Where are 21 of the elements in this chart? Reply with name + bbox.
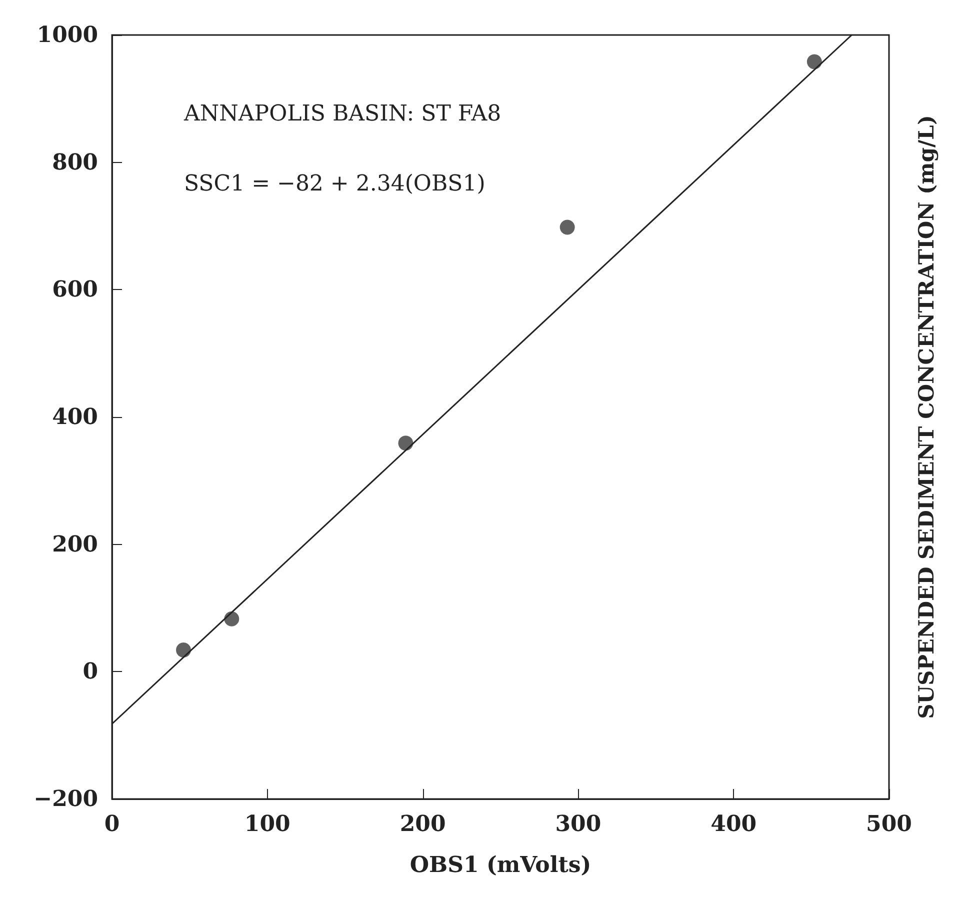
x-axis-title: OBS1 (mVolts) (410, 852, 592, 878)
x-tick-label: 300 (555, 811, 602, 837)
y-tick-label: 800 (52, 149, 98, 176)
x-tick-label: 200 (400, 811, 446, 837)
x-tick-label: 100 (244, 811, 290, 837)
y-tick-label: 200 (52, 531, 98, 558)
x-tick-label: 500 (866, 811, 912, 837)
point (806, 54, 822, 70)
y-tick-label: 1000 (36, 22, 98, 48)
x-tick-label: 400 (710, 811, 757, 837)
y-axis-title: SUSPENDED SEDIMENT CONCENTRATION (mg/L) (914, 115, 938, 719)
point (176, 642, 191, 658)
y-tick-label: −200 (34, 786, 98, 812)
y-tick-label: 0 (82, 658, 98, 685)
point (560, 220, 575, 235)
y-tick-label: 400 (52, 404, 98, 430)
annotation: SSC1 = −82 + 2.34(OBS1) (184, 172, 486, 196)
y-tick-label: 600 (52, 276, 98, 303)
x-tick-label: 0 (104, 811, 120, 837)
point (398, 436, 414, 451)
annotation: ANNAPOLIS BASIN: ST FA8 (183, 102, 502, 126)
